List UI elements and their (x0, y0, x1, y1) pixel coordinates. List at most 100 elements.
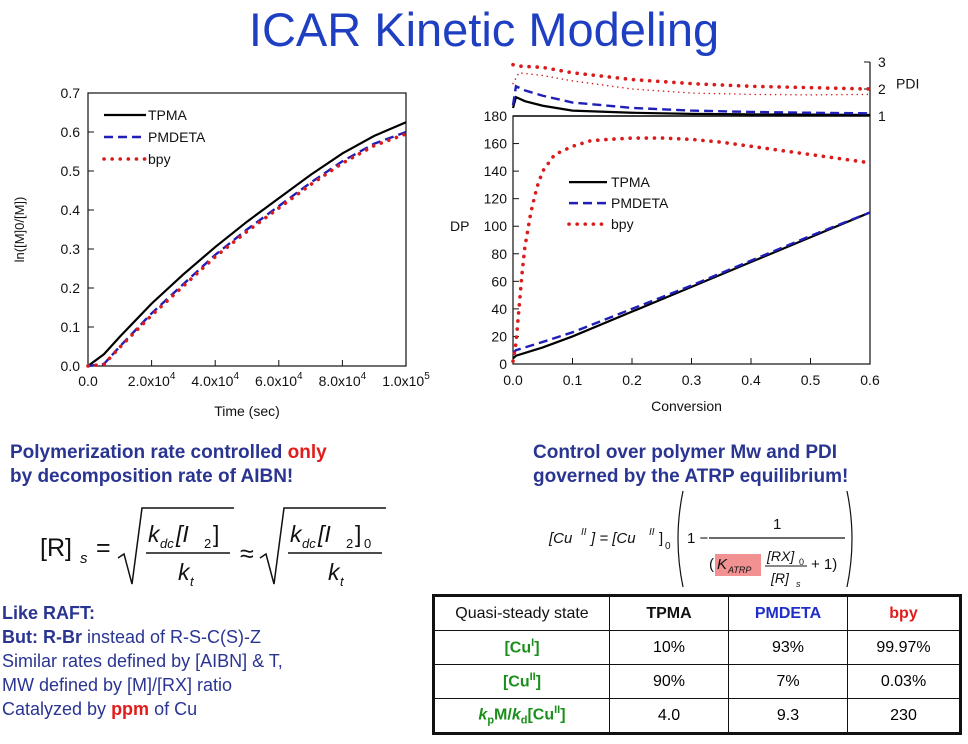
table-cell: 0.03% (847, 664, 961, 699)
y-tick-label: 0.4 (61, 202, 81, 218)
left-caption: Polymerization rate controlled only by d… (10, 441, 327, 489)
y-tick-label: 160 (484, 136, 508, 152)
note-line1: Like RAFT: (2, 601, 283, 625)
eq2-frac-den-sub: s (796, 579, 801, 589)
katrp-highlight (715, 554, 761, 576)
eq2-frac-den: [R] (770, 570, 790, 586)
y-tick-label: 180 (484, 108, 508, 124)
x-tick-label: 4.0x104 (191, 371, 239, 389)
y-tick-label: 0.1 (61, 319, 81, 335)
x-tick-label: 6.0x104 (255, 371, 303, 389)
y-tick-label: 0.7 (61, 85, 81, 101)
y-tick-label: 0.3 (61, 241, 81, 257)
y-tick-label: 0.6 (61, 124, 81, 140)
notes: Like RAFT: But: R-Br instead of R-S-C(S)… (2, 601, 283, 721)
right-caption-line1: Control over polymer Mw and PDI (533, 442, 838, 463)
eq2-lhs: [Cu (548, 530, 573, 547)
eq-num1-k: k (148, 521, 161, 547)
pdi-series-tpma (511, 95, 871, 117)
x-tick-label: 1.0x105 (382, 371, 430, 389)
eq-num2-sub2: 2 (346, 536, 353, 551)
eq-num2-sub0: 0 (364, 536, 371, 551)
eq-lhs-sub: s (80, 550, 88, 567)
table-header-row: Quasi-steady state TPMA PMDETA bpy (433, 595, 961, 631)
eq2-plus: + 1) (811, 556, 837, 573)
eq2-frac-num: [RX] (766, 548, 795, 564)
table-row: [CuII] 90% 7% 0.03% (433, 664, 961, 699)
table-row-label: kpM/kd[CuII] (433, 698, 610, 734)
table-row-label: [CuII] (433, 664, 610, 699)
note-line4: MW defined by [M]/[RX] ratio (2, 675, 233, 695)
legend-label: PMDETA (611, 195, 669, 211)
eq-den2-k: k (328, 559, 341, 585)
table-cell: 93% (728, 630, 848, 665)
x-tick-label: 0.0 (78, 373, 98, 389)
slide-title: ICAR Kinetic Modeling (248, 3, 720, 56)
note-line5: Catalyzed by ppm of Cu (2, 697, 283, 721)
y-tick-label: 100 (484, 218, 508, 234)
left-caption-only: only (287, 442, 327, 463)
dp-series-tpma (512, 211, 871, 360)
x-tick-label: 0.2 (622, 372, 642, 388)
eq2-open: ( (709, 556, 714, 573)
left-caption-text: Polymerization rate controlled (10, 442, 288, 463)
eq-den-sub: t (190, 574, 195, 589)
table-cell: 230 (847, 698, 961, 734)
x-tick-label: 0.1 (563, 372, 583, 388)
pdi-series-pmdeta (511, 84, 871, 115)
x-tick-label: 0.0 (503, 372, 523, 388)
legend-label: TPMA (611, 174, 651, 190)
y-axis-label: ln([M]0/[M]) (12, 197, 27, 263)
legend-label: PMDETA (148, 129, 206, 145)
dp-plot-frame (512, 115, 871, 365)
note-like-raft: Like RAFT: (2, 603, 96, 623)
eq2-k: K (717, 556, 728, 573)
y-tick-label: 0.0 (61, 358, 81, 374)
y-tick-label: 140 (484, 163, 508, 179)
eq-num1-close: ] (213, 521, 219, 547)
eq-num1-sub: dc (160, 536, 174, 551)
note-line3: Similar rates defined by [AIBN] & T, (2, 651, 283, 671)
eq-equals: = (96, 534, 111, 562)
y-tick-label: 0.2 (61, 280, 81, 296)
table-cell: 99.97% (847, 630, 961, 665)
y-tick-label: 80 (491, 246, 507, 262)
eq-num1-sub2: 2 (204, 536, 211, 551)
eq-lhs: [R] (40, 534, 72, 562)
y-tick-label: 20 (491, 328, 507, 344)
legend-label: bpy (148, 151, 171, 167)
x-tick-label: 0.4 (741, 372, 761, 388)
eq-den2-sub: t (340, 574, 345, 589)
table-cell: 10% (609, 630, 729, 665)
eq2-sup2: II (649, 527, 655, 538)
pdi-tick-label: 1 (878, 108, 886, 124)
dp-axis-label: DP (450, 218, 469, 234)
legend-label: TPMA (148, 107, 188, 123)
y-tick-label: 60 (491, 273, 507, 289)
eq-num2-rest: [I (317, 521, 331, 547)
x-tick-label: 0.5 (801, 372, 821, 388)
dp-series-bpy (511, 136, 872, 364)
right-caption: Control over polymer Mw and PDI governed… (533, 441, 848, 489)
plot-frame (87, 92, 407, 367)
eq-approx: ≈ (240, 540, 254, 568)
series-line-tpma (87, 121, 407, 367)
table-cell: 9.3 (728, 698, 848, 734)
eq-num1-rest: [I (175, 521, 189, 547)
chart-conversion-vs-time: 0.0 0.1 0.2 0.3 0.4 0.5 0.6 0.7 0.0 2.0x104 4.0x10… (12, 85, 430, 419)
table-cell: 90% (609, 664, 729, 699)
eq2-sup: II (581, 527, 587, 538)
y-tick-label: 120 (484, 191, 508, 207)
note-line2: But: R-Br instead of R-S-C(S)-Z (2, 625, 283, 649)
table-cell: 4.0 (609, 698, 729, 734)
table-cell: 7% (728, 664, 848, 699)
right-caption-line2: governed by the ATRP equilibrium! (533, 466, 849, 487)
eq-num2-sub: dc (302, 536, 316, 551)
left-caption-line2: by decomposition rate of AIBN! (10, 466, 294, 487)
x-tick-label: 8.0x104 (319, 371, 367, 389)
x-tick-label: 2.0x104 (128, 371, 176, 389)
table-header-cell: PMDETA (728, 595, 848, 631)
x-axis-label: Conversion (651, 398, 722, 414)
table-header-cell: TPMA (609, 595, 729, 631)
pdi-series-bpy (512, 71, 871, 96)
